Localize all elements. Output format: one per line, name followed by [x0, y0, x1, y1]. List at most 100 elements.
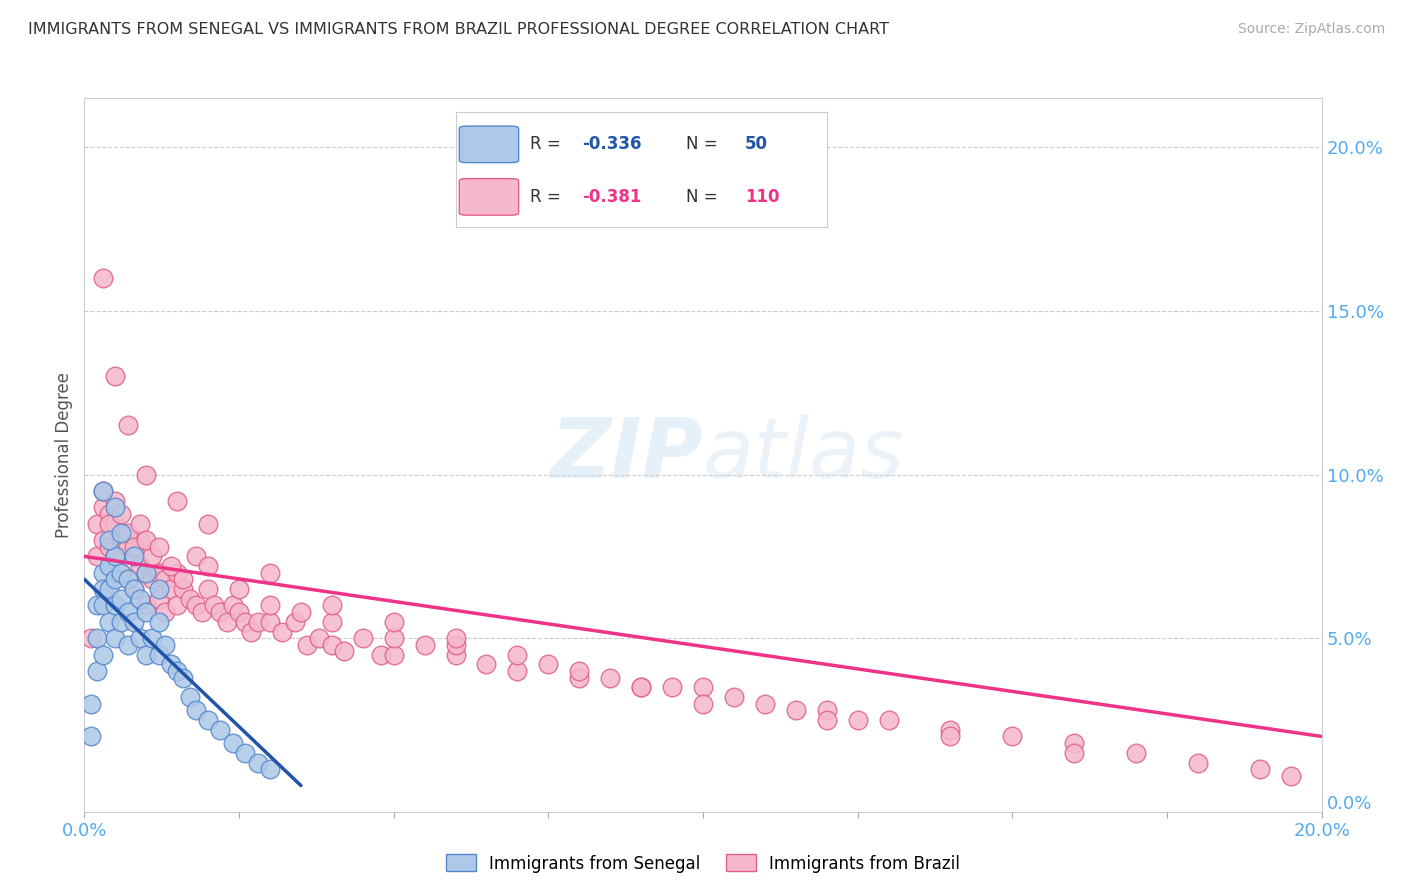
Point: [222, 736, 245, 750]
Point: [295, 638, 318, 652]
Point: [98, 516, 121, 531]
Point: [939, 730, 962, 744]
Point: [129, 591, 152, 606]
Point: [382, 615, 405, 629]
Point: [246, 756, 269, 770]
Point: [129, 516, 152, 531]
Point: [141, 632, 163, 646]
Point: [91, 533, 114, 547]
Point: [122, 582, 145, 596]
Point: [506, 664, 529, 678]
Point: [91, 483, 114, 498]
Point: [98, 559, 121, 574]
Point: [110, 533, 132, 547]
Point: [117, 540, 139, 554]
Point: [197, 582, 219, 596]
Point: [321, 599, 343, 613]
Point: [723, 690, 745, 705]
Point: [1125, 746, 1147, 760]
Point: [370, 648, 392, 662]
Point: [692, 697, 714, 711]
Point: [1063, 746, 1085, 760]
Point: [599, 671, 621, 685]
Point: [1187, 756, 1209, 770]
Point: [117, 605, 139, 619]
Point: [122, 549, 145, 564]
Point: [110, 507, 132, 521]
Point: [284, 615, 307, 629]
Point: [104, 549, 127, 564]
Point: [122, 615, 145, 629]
Point: [1279, 769, 1302, 783]
Point: [135, 467, 157, 482]
Point: [184, 549, 207, 564]
Point: [222, 599, 245, 613]
Point: [148, 540, 170, 554]
Point: [815, 713, 838, 727]
Point: [98, 507, 121, 521]
Point: [160, 582, 183, 596]
Point: [141, 572, 163, 586]
Point: [86, 599, 108, 613]
Point: [122, 549, 145, 564]
Point: [308, 632, 330, 646]
Point: [86, 549, 108, 564]
Point: [352, 632, 374, 646]
Point: [259, 566, 281, 580]
Point: [444, 638, 467, 652]
Point: [79, 697, 101, 711]
Text: ZIP: ZIP: [550, 415, 703, 495]
Point: [135, 605, 157, 619]
Point: [110, 566, 132, 580]
Point: [104, 500, 127, 515]
Point: [135, 648, 157, 662]
Point: [630, 681, 652, 695]
Point: [179, 690, 201, 705]
Text: Source: ZipAtlas.com: Source: ZipAtlas.com: [1237, 22, 1385, 37]
Point: [153, 605, 176, 619]
Point: [877, 713, 900, 727]
Legend: Immigrants from Senegal, Immigrants from Brazil: Immigrants from Senegal, Immigrants from…: [440, 847, 966, 880]
Point: [172, 572, 194, 586]
Point: [506, 648, 529, 662]
Point: [117, 418, 139, 433]
Point: [184, 703, 207, 717]
Point: [240, 624, 263, 639]
Point: [98, 582, 121, 596]
Point: [692, 681, 714, 695]
Point: [172, 671, 194, 685]
Point: [184, 599, 207, 613]
Point: [104, 549, 127, 564]
Point: [91, 271, 114, 285]
Point: [228, 605, 250, 619]
Point: [939, 723, 962, 737]
Point: [444, 632, 467, 646]
Point: [129, 632, 152, 646]
Point: [129, 533, 152, 547]
Point: [846, 713, 869, 727]
Point: [382, 648, 405, 662]
Point: [160, 559, 183, 574]
Point: [135, 533, 157, 547]
Point: [233, 615, 256, 629]
Point: [290, 605, 312, 619]
Point: [160, 657, 183, 672]
Text: atlas: atlas: [703, 415, 904, 495]
Point: [91, 500, 114, 515]
Point: [110, 591, 132, 606]
Y-axis label: Professional Degree: Professional Degree: [55, 372, 73, 538]
Point: [568, 671, 591, 685]
Point: [91, 483, 114, 498]
Point: [91, 599, 114, 613]
Point: [135, 566, 157, 580]
Point: [321, 638, 343, 652]
Point: [630, 681, 652, 695]
Point: [413, 638, 436, 652]
Point: [98, 533, 121, 547]
Point: [209, 723, 232, 737]
Point: [91, 582, 114, 596]
Point: [197, 559, 219, 574]
Point: [166, 664, 188, 678]
Point: [135, 599, 157, 613]
Point: [259, 762, 281, 776]
